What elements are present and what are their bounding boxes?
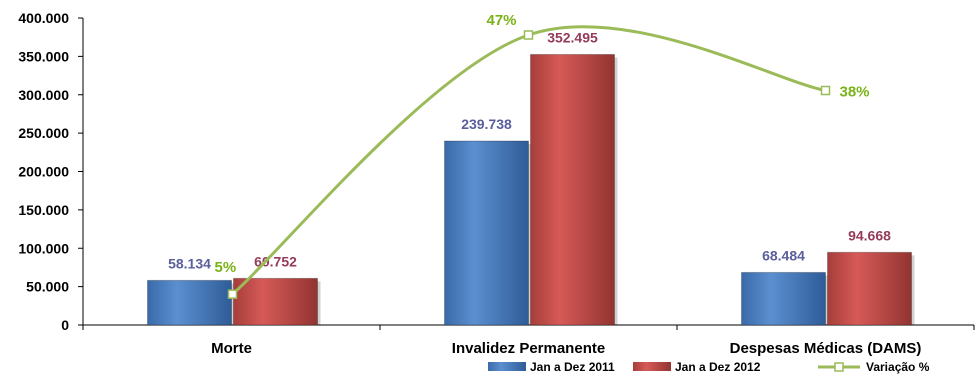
y-tick-label: 100.000: [18, 240, 69, 256]
legend-label: Jan a Dez 2011: [530, 360, 615, 374]
category-label: Despesas Médicas (DAMS): [730, 340, 922, 357]
category-label: Morte: [211, 340, 252, 357]
bar: [444, 140, 529, 326]
y-tick-label: 400.000: [18, 10, 69, 26]
bar-data-label: 68.484: [762, 247, 805, 263]
bar: [147, 279, 232, 326]
bar: [233, 277, 318, 326]
bar-data-label: 60.752: [254, 253, 297, 269]
variation-data-label: 38%: [840, 84, 870, 101]
y-tick-label: 0: [61, 317, 69, 333]
y-tick-label: 150.000: [18, 202, 69, 218]
legend: Jan a Dez 2011 Jan a Dez 2012 Variação %: [488, 360, 930, 374]
bar-data-label: 58.134: [168, 255, 211, 271]
variation-marker: [227, 289, 238, 299]
bar-data-label: 239.738: [461, 116, 512, 132]
variation-line: [231, 25, 826, 296]
variation-marker: [523, 30, 534, 40]
axes-layer: 0 50.000 100.000 150.000 200.000 250.000 300.0…: [18, 10, 975, 357]
variation-marker: [820, 85, 831, 96]
bar-data-label: 352.495: [547, 29, 598, 45]
variation-data-label: 5%: [215, 259, 237, 276]
line-layer: 5% 47% 38%: [215, 12, 870, 299]
legend-swatch-2012: [633, 362, 671, 371]
variation-data-label: 47%: [487, 12, 517, 29]
y-tick-label: 200.000: [18, 164, 69, 180]
legend-marker-variation: [834, 362, 844, 372]
legend-swatch-2011: [488, 362, 526, 371]
bar: [741, 271, 826, 326]
y-tick-label: 250.000: [18, 125, 69, 141]
legend-label: Jan a Dez 2012: [675, 360, 761, 374]
y-tick-label: 50.000: [26, 279, 69, 295]
bar: [827, 251, 912, 326]
category-label: Invalidez Permanente: [452, 340, 605, 357]
legend-label: Variação %: [866, 360, 930, 374]
bars-layer: 58.134 239.738 68.484 60.752 352.495 94.668: [147, 29, 915, 326]
bar-data-label: 94.668: [848, 227, 891, 243]
y-tick-label: 300.000: [18, 87, 69, 103]
y-tick-label: 350.000: [18, 48, 69, 64]
bar: [530, 53, 615, 326]
